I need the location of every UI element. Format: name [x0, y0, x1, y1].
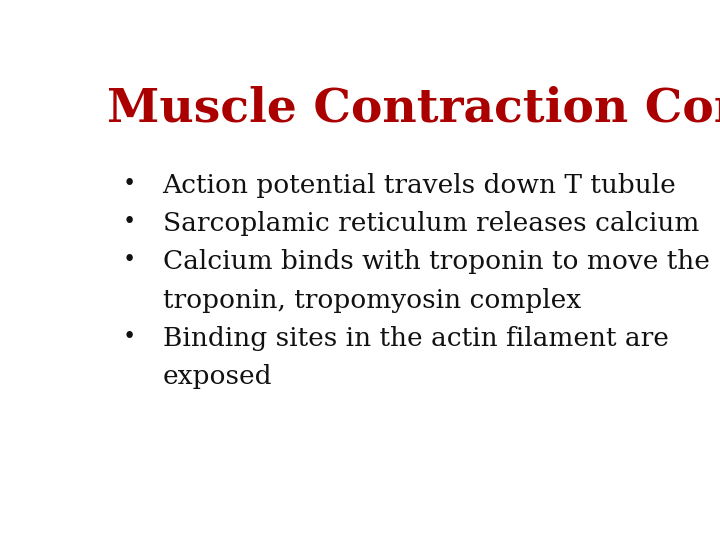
Text: Sarcoplamic reticulum releases calcium: Sarcoplamic reticulum releases calcium	[163, 211, 699, 236]
Text: •: •	[122, 173, 135, 195]
Text: •: •	[122, 249, 135, 272]
Text: •: •	[122, 326, 135, 348]
Text: Muscle Contraction Continued: Muscle Contraction Continued	[107, 85, 720, 132]
Text: troponin, tropomyosin complex: troponin, tropomyosin complex	[163, 288, 581, 313]
Text: exposed: exposed	[163, 364, 272, 389]
Text: Action potential travels down T tubule: Action potential travels down T tubule	[163, 173, 676, 198]
Text: •: •	[122, 211, 135, 233]
Text: Calcium binds with troponin to move the: Calcium binds with troponin to move the	[163, 249, 709, 274]
Text: Binding sites in the actin filament are: Binding sites in the actin filament are	[163, 326, 668, 351]
